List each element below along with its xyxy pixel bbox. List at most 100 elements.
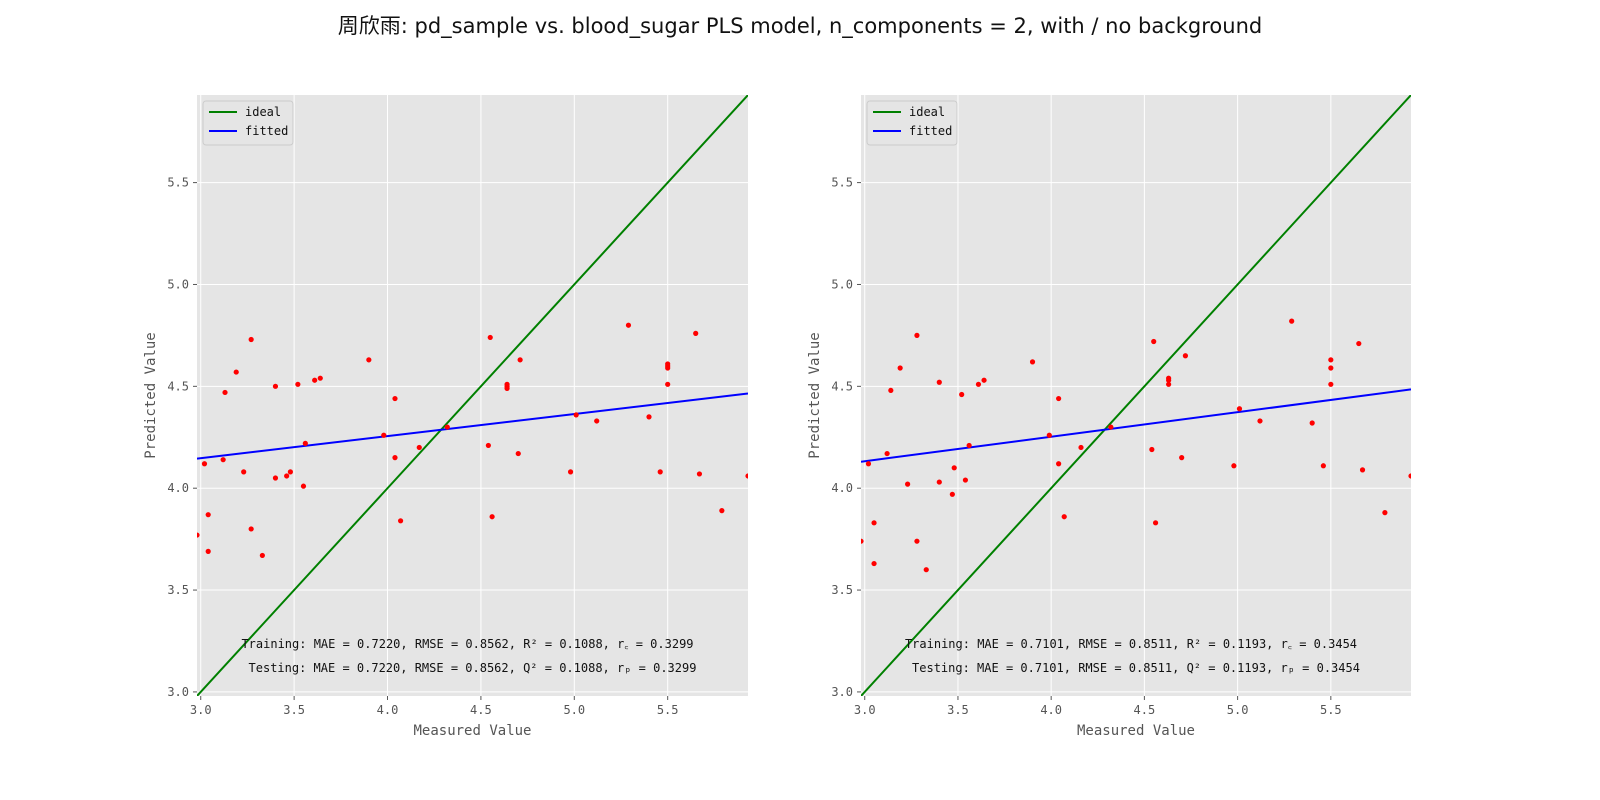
left-data-point (397, 518, 404, 524)
left-data-point (444, 424, 450, 430)
right-data-point (897, 365, 903, 371)
left-data-point (366, 357, 372, 363)
left-data-point (295, 381, 301, 387)
right-data-point (1046, 432, 1052, 438)
left-data-point (197, 532, 200, 538)
right-data-point (1359, 467, 1366, 473)
left-x-tick-label: 4.0 (377, 703, 399, 717)
right-data-point (1078, 444, 1084, 451)
right-data-point (871, 560, 877, 567)
left-data-point (284, 473, 290, 479)
left-data-point (567, 469, 574, 475)
right-legend-label-ideal: ideal (909, 105, 945, 119)
right-data-point (865, 461, 872, 467)
left-data-point (693, 330, 699, 336)
right-data-point (1289, 318, 1295, 324)
right-data-point (861, 538, 864, 544)
right-data-point (975, 381, 982, 387)
right-data-point (1182, 353, 1189, 359)
right-data-point (1328, 381, 1334, 387)
right-y-tick-label: 5.0 (831, 277, 853, 291)
left-plot-marks (197, 95, 748, 696)
right-y-tick-label: 4.0 (831, 481, 853, 495)
right-training-metrics: Training: MAE = 0.7101, RMSE = 0.8511, R… (905, 637, 1357, 651)
right-x-tick-label: 4.0 (1040, 703, 1062, 717)
left-y-tick-label: 3.5 (167, 583, 189, 597)
left-data-point (248, 336, 254, 343)
right-y-tick-label: 5.5 (831, 176, 853, 190)
right-data-point (1149, 446, 1155, 453)
left-data-point (392, 395, 398, 402)
left-data-point (515, 450, 521, 457)
right-y-tick-label: 3.0 (831, 685, 853, 699)
left-data-point (233, 369, 239, 375)
left-data-point (201, 461, 208, 467)
left-y-tick-label: 5.0 (167, 277, 189, 291)
right-data-point (1356, 340, 1362, 347)
right-legend: ideal fitted (866, 100, 958, 146)
right-y-tick-label: 3.5 (831, 583, 853, 597)
left-data-point (392, 455, 398, 461)
left-x-tick-label: 5.5 (657, 703, 679, 717)
right-data-point (1108, 424, 1114, 430)
right-x-tick-label: 4.5 (1134, 703, 1156, 717)
figure-title: 周欣雨: pd_sample vs. blood_sugar PLS model… (337, 14, 1263, 38)
right-x-tick-label: 3.5 (947, 703, 969, 717)
left-legend: ideal fitted (202, 100, 294, 146)
right-data-point (884, 450, 890, 457)
left-data-point (489, 514, 495, 520)
right-data-point (1328, 365, 1334, 371)
right-data-point (923, 567, 929, 573)
left-data-point (625, 322, 632, 328)
left-y-tick-label: 4.5 (167, 379, 189, 393)
left-legend-label-fitted: fitted (245, 124, 288, 138)
left-data-point (205, 512, 211, 518)
left-ideal-line (197, 95, 748, 696)
right-data-point (1056, 395, 1062, 402)
right-data-point (1152, 520, 1159, 526)
left-data-point (487, 334, 493, 341)
right-y-tick-label: 4.5 (831, 379, 853, 393)
left-data-point (381, 432, 387, 438)
left-data-point (517, 357, 523, 363)
left-data-point (573, 412, 579, 418)
right-data-point (1408, 473, 1411, 479)
right-x-tick-label: 5.0 (1227, 703, 1249, 717)
left-data-point (248, 526, 254, 532)
right-data-point (949, 491, 955, 497)
left-data-point (485, 442, 491, 449)
left-data-point (657, 469, 663, 475)
right-data-point (1179, 455, 1185, 461)
left-x-tick-label: 3.5 (283, 703, 305, 717)
right-data-point (1382, 510, 1388, 516)
left-testing-metrics: Testing: MAE = 0.7220, RMSE = 0.8562, Q²… (249, 661, 697, 675)
left-data-point (241, 469, 247, 475)
left-data-point (220, 457, 226, 463)
left-data-point (745, 473, 748, 479)
left-data-point (646, 414, 652, 420)
right-plot-marks (861, 95, 1411, 696)
right-data-point (981, 377, 987, 383)
right-x-axis-label: Measured Value (1077, 723, 1195, 739)
right-data-point (1236, 406, 1243, 412)
left-data-point (696, 471, 703, 477)
right-data-point (1320, 463, 1326, 469)
left-data-point (665, 381, 671, 387)
chart-panel-right: 3.0 3.5 4.0 4.5 5.0 5.5 3.0 3.5 4.0 4.5 5.0 5.5 idea… (807, 95, 1411, 739)
left-x-tick-label: 4.5 (470, 703, 492, 717)
right-data-point (1061, 514, 1067, 520)
left-y-tick-label: 3.0 (167, 685, 189, 699)
right-data-point (1257, 418, 1263, 424)
left-data-point (300, 483, 307, 489)
left-data-point (416, 444, 422, 451)
right-data-point (951, 465, 957, 471)
right-data-point (871, 520, 877, 526)
left-fitted-line (197, 392, 748, 460)
right-data-point (1231, 463, 1237, 469)
right-data-point (888, 387, 894, 394)
left-data-point (222, 389, 228, 396)
left-data-point (272, 475, 279, 481)
chart-panel-left: 3.0 3.5 4.0 4.5 5.0 5.5 3.0 3.5 4.0 4.5 5.0 5.5 idea… (143, 95, 748, 739)
right-data-point (914, 538, 920, 544)
